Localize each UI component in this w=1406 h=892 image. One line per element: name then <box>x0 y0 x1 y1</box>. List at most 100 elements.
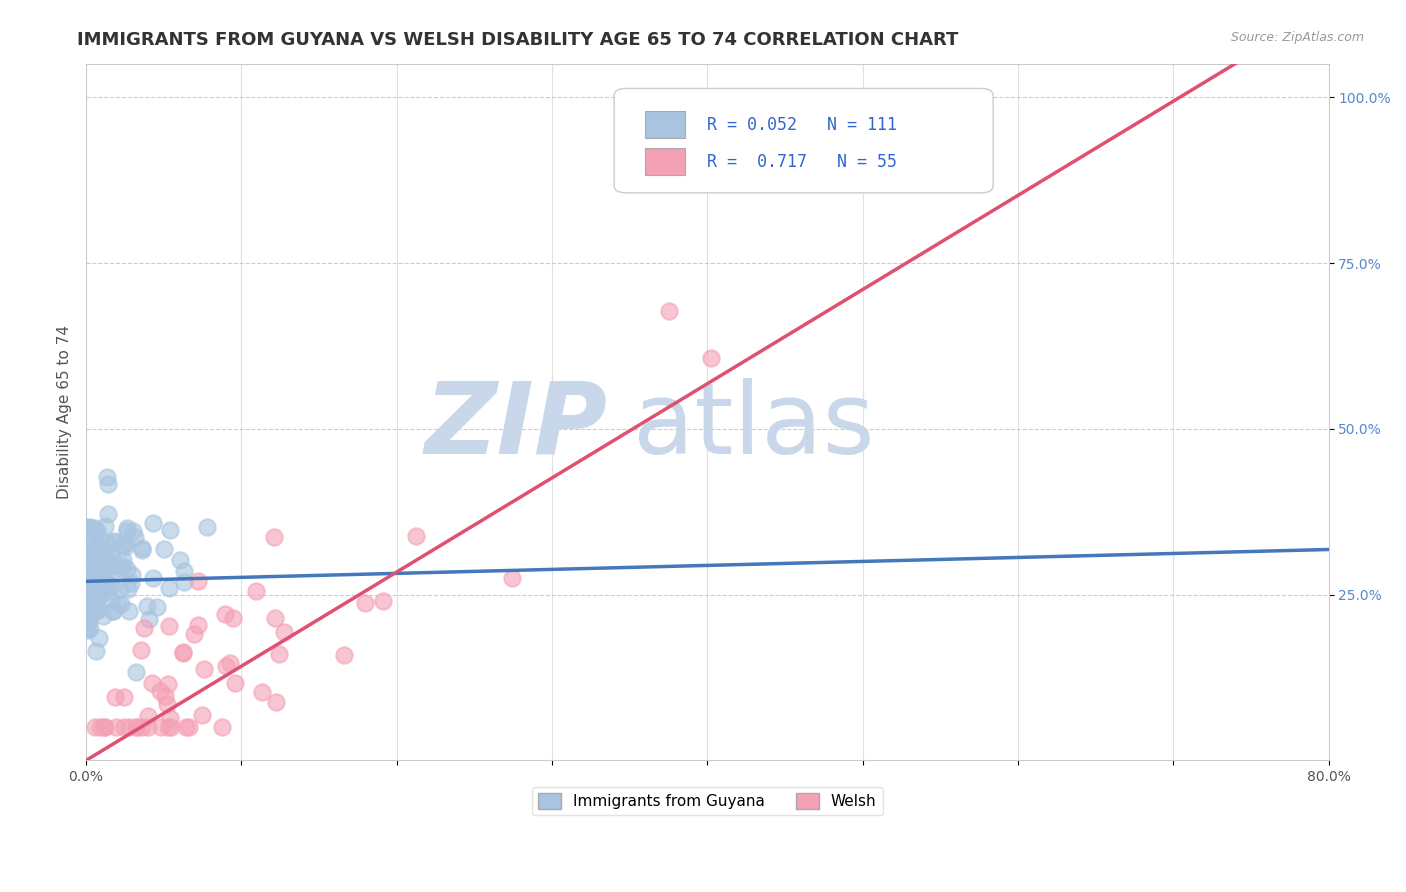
Point <box>214 607 236 622</box>
Point <box>82 576 104 591</box>
Point <box>125 665 148 679</box>
Point <box>76 585 98 599</box>
Point <box>117 720 139 734</box>
Point <box>111 553 134 567</box>
Point <box>120 575 142 590</box>
Point <box>658 304 681 318</box>
Point <box>94 574 117 589</box>
Point <box>219 657 242 671</box>
Point <box>101 552 124 566</box>
Point <box>111 559 134 574</box>
Point <box>103 533 125 548</box>
Point <box>80 564 103 578</box>
Point <box>94 720 117 734</box>
Point <box>157 581 180 595</box>
Point <box>264 611 287 625</box>
Point <box>77 591 100 606</box>
Point <box>176 720 198 734</box>
Point <box>93 565 115 579</box>
Point <box>80 539 103 553</box>
Point <box>86 542 108 557</box>
Point <box>77 612 100 626</box>
Point <box>77 613 100 627</box>
Point <box>211 720 233 734</box>
Point <box>169 552 191 566</box>
Point <box>76 571 98 585</box>
Point <box>86 598 108 612</box>
Text: ZIP: ZIP <box>425 377 607 475</box>
Point <box>273 625 295 640</box>
Point <box>156 676 179 690</box>
Point <box>97 477 120 491</box>
Point <box>117 521 139 535</box>
Point <box>83 543 105 558</box>
Point <box>103 535 125 549</box>
Point <box>110 597 132 611</box>
Point <box>77 548 100 562</box>
Point <box>138 611 160 625</box>
Point <box>157 720 180 734</box>
Point <box>136 720 159 734</box>
Point <box>86 602 108 616</box>
Point <box>245 584 267 599</box>
Point <box>89 552 111 566</box>
Point <box>132 621 155 635</box>
Point <box>82 566 104 581</box>
Point <box>224 676 246 690</box>
Point <box>100 579 122 593</box>
Point <box>267 647 290 661</box>
FancyBboxPatch shape <box>645 112 685 138</box>
Point <box>112 720 135 734</box>
Point <box>131 720 153 734</box>
Point <box>80 581 103 595</box>
Point <box>191 707 214 722</box>
Point <box>111 538 134 552</box>
Point <box>79 621 101 635</box>
Point <box>131 541 153 555</box>
Point <box>86 524 108 538</box>
Point <box>142 571 165 585</box>
Point <box>80 521 103 535</box>
Point <box>159 711 181 725</box>
Point <box>84 644 107 658</box>
Point <box>87 551 110 566</box>
Point <box>156 698 179 712</box>
Point <box>195 520 218 534</box>
Point <box>76 519 98 533</box>
Point <box>82 533 104 547</box>
Point <box>177 720 200 734</box>
Point <box>94 519 117 533</box>
Point <box>90 586 112 600</box>
Text: IMMIGRANTS FROM GUYANA VS WELSH DISABILITY AGE 65 TO 74 CORRELATION CHART: IMMIGRANTS FROM GUYANA VS WELSH DISABILI… <box>77 31 959 49</box>
Point <box>157 619 180 633</box>
Point <box>222 610 245 624</box>
Point <box>76 524 98 539</box>
Point <box>89 583 111 598</box>
Point <box>172 644 194 658</box>
Point <box>96 470 118 484</box>
Point <box>125 720 148 734</box>
Point <box>160 720 183 734</box>
Point <box>405 529 427 543</box>
Point <box>193 662 215 676</box>
Point <box>77 624 100 638</box>
Point <box>173 565 195 579</box>
Point <box>250 685 273 699</box>
Point <box>93 720 115 734</box>
FancyBboxPatch shape <box>645 148 685 175</box>
Point <box>84 554 107 568</box>
Point <box>80 580 103 594</box>
Point <box>173 575 195 590</box>
Point <box>77 583 100 598</box>
Point <box>77 615 100 630</box>
Point <box>75 549 97 563</box>
Point <box>112 690 135 704</box>
Point <box>84 521 107 535</box>
Point <box>84 542 107 557</box>
Point <box>117 524 139 539</box>
Text: R =  0.717   N = 55: R = 0.717 N = 55 <box>707 153 897 170</box>
Point <box>264 695 287 709</box>
Point <box>91 609 114 624</box>
Point <box>76 622 98 636</box>
Point <box>131 542 153 557</box>
